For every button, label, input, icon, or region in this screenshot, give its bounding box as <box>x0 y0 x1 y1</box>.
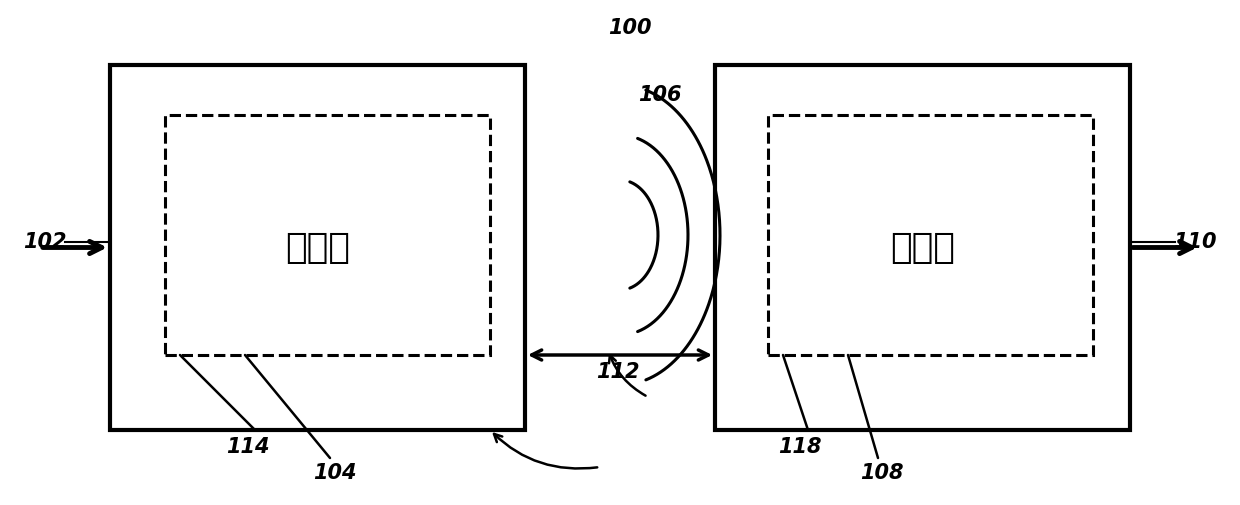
Text: 接收器: 接收器 <box>890 230 955 265</box>
Text: 106: 106 <box>639 85 682 105</box>
Text: 104: 104 <box>314 463 357 483</box>
Text: 102: 102 <box>24 232 67 252</box>
Bar <box>768 115 1092 355</box>
Text: 108: 108 <box>861 463 904 483</box>
Text: 发射器: 发射器 <box>285 230 350 265</box>
Text: 112: 112 <box>596 362 640 382</box>
Text: 110: 110 <box>1173 232 1216 252</box>
Bar <box>715 65 1130 430</box>
Text: 114: 114 <box>226 437 270 457</box>
Bar <box>165 115 490 355</box>
Text: 118: 118 <box>779 437 822 457</box>
Text: 100: 100 <box>609 18 652 38</box>
Bar <box>110 65 525 430</box>
